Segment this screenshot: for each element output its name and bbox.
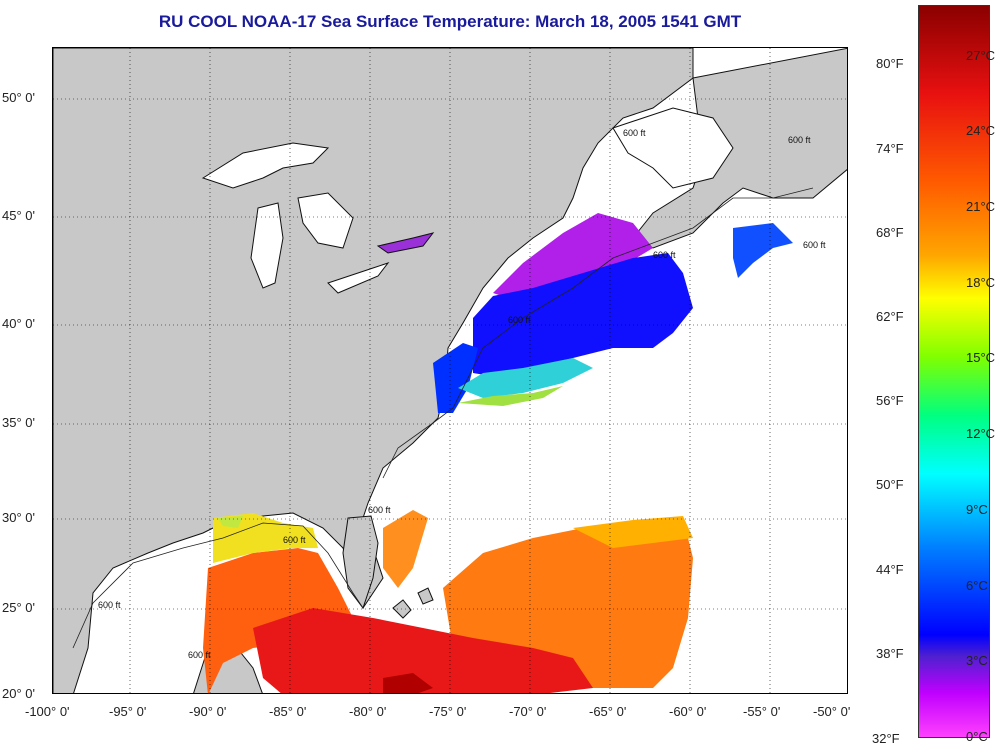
lon-label-85: -85° 0'	[269, 704, 307, 719]
map-grid	[53, 48, 847, 693]
lat-label-20: 20° 0'	[2, 686, 35, 701]
contour-label: 600 ft	[623, 128, 646, 138]
sst-magenta-gulf-of-maine	[493, 213, 653, 303]
colorbar-f-label: 74°F	[876, 141, 904, 156]
colorbar-c-label: 6°C	[966, 578, 988, 593]
contour-label: 600 ft	[98, 600, 121, 610]
lon-label-70: -70° 0'	[509, 704, 547, 719]
sst-dark-red-caribbean	[383, 673, 433, 693]
colorbar-c-label: 12°C	[966, 426, 996, 441]
contour-label: 600 ft	[283, 535, 306, 545]
sst-mid-atlantic-blue	[433, 343, 478, 413]
sst-cyan-frontal	[458, 358, 593, 398]
colorbar-c-label: 9°C	[966, 502, 988, 517]
colorbar-f-label: 50°F	[876, 477, 904, 492]
lat-label-45: 45° 0'	[2, 208, 35, 223]
land-bahamas	[392, 587, 434, 619]
sst-green-frontal	[458, 386, 563, 406]
sst-gulf-green-shelf	[218, 516, 243, 528]
land-north-america	[53, 48, 694, 693]
contour-label: 600 ft	[803, 240, 826, 250]
sst-orange-florida-shelf	[383, 510, 428, 588]
lat-label-35: 35° 0'	[2, 415, 35, 430]
map-canvas: 600 ft 600 ft 600 ft 600 ft 600 ft 600 f…	[53, 48, 847, 693]
colorbar-c-label: 3°C	[966, 653, 988, 668]
temperature-colorbar	[918, 5, 990, 738]
lon-label-65: -65° 0'	[589, 704, 627, 719]
colorbar-c-label: 24°C	[966, 123, 996, 138]
lat-label-25: 25° 0'	[2, 600, 35, 615]
lake-huron	[297, 192, 354, 249]
colorbar-f-label: 80°F	[876, 56, 904, 71]
lon-label-75: -75° 0'	[429, 704, 467, 719]
land-maritimes	[632, 48, 847, 249]
colorbar-f-label: 44°F	[876, 562, 904, 577]
colorbar-c-label: 0°C	[966, 729, 988, 744]
lake-superior	[201, 142, 330, 189]
colorbar-f-label: 32°F	[872, 731, 900, 746]
lon-label-100: -100° 0'	[25, 704, 70, 719]
colorbar-f-label: 68°F	[876, 225, 904, 240]
lake-michigan	[250, 202, 284, 289]
colorbar-c-label: 15°C	[966, 350, 996, 365]
lon-label-95: -95° 0'	[109, 704, 147, 719]
contour-label: 600 ft	[788, 135, 811, 145]
sst-blue-nova-scotia	[733, 223, 793, 278]
sst-yellow-sargasso-edge	[573, 516, 693, 548]
contour-label: 600 ft	[508, 315, 531, 325]
shelf-contour-600ft	[72, 187, 814, 649]
lake-ontario	[376, 232, 435, 254]
colorbar-f-label: 56°F	[876, 393, 904, 408]
lon-label-50: -50° 0'	[813, 704, 851, 719]
contour-label: 600 ft	[368, 505, 391, 515]
lon-label-60: -60° 0'	[669, 704, 707, 719]
lake-erie	[327, 262, 390, 294]
sst-red-caribbean	[253, 608, 593, 693]
gulf-st-lawrence	[612, 107, 734, 189]
lon-label-80: -80° 0'	[349, 704, 387, 719]
colorbar-f-label: 38°F	[876, 646, 904, 661]
lat-label-30: 30° 0'	[2, 510, 35, 525]
lon-label-90: -90° 0'	[189, 704, 227, 719]
contour-label: 600 ft	[653, 250, 676, 260]
lon-label-55: -55° 0'	[743, 704, 781, 719]
colorbar-f-label: 62°F	[876, 309, 904, 324]
map-title: RU COOL NOAA-17 Sea Surface Temperature:…	[158, 12, 742, 31]
sst-blue-shelf	[473, 253, 693, 378]
lat-label-50: 50° 0'	[2, 90, 35, 105]
sst-map: 600 ft 600 ft 600 ft 600 ft 600 ft 600 f…	[52, 47, 848, 694]
colorbar-c-label: 18°C	[966, 275, 996, 290]
lat-label-40: 40° 0'	[2, 316, 35, 331]
colorbar-c-label: 27°C	[966, 48, 996, 63]
colorbar-c-label: 21°C	[966, 199, 996, 214]
land-florida	[342, 515, 379, 610]
contour-label: 600 ft	[188, 650, 211, 660]
